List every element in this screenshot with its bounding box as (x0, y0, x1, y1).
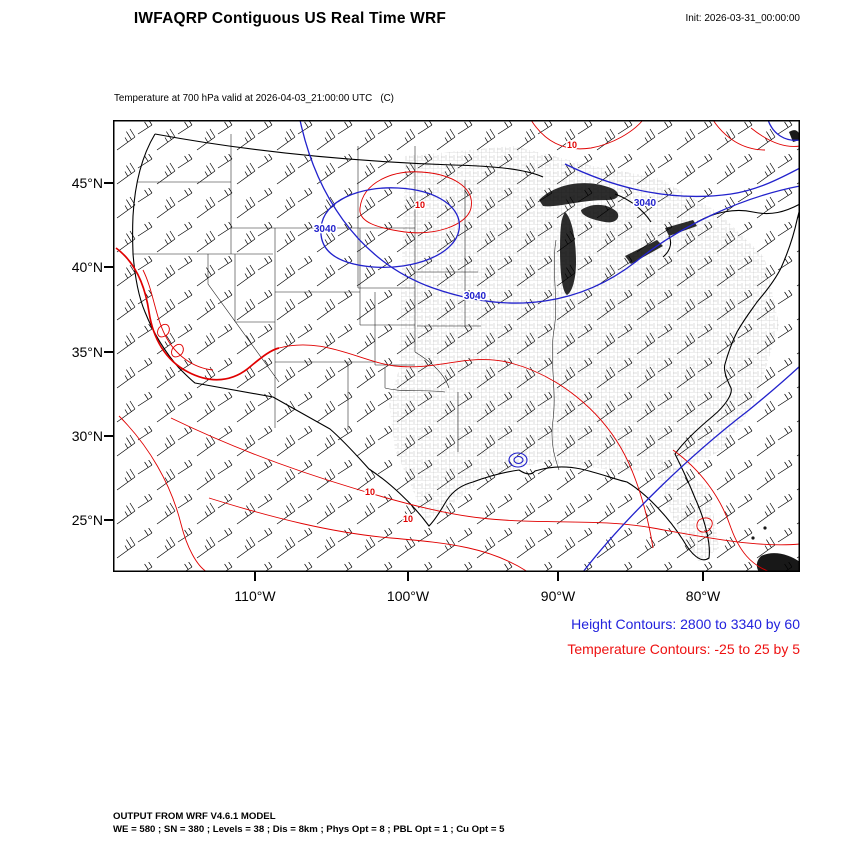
height-contour-label: 3040 (634, 198, 657, 209)
y-axis-tick (104, 266, 113, 268)
canada-border (154, 133, 800, 258)
temperature-contour-label: 10 (415, 200, 425, 210)
y-axis-label: 30°N (71, 428, 103, 444)
y-axis-tick (104, 435, 113, 437)
y-axis-tick (104, 182, 113, 184)
temperature-contours (115, 120, 800, 572)
init-timestamp: Init: 2026-03-31_00:00:00 (685, 13, 800, 24)
subtitle-temperature: Temperature at 700 hPa valid at 2026-04-… (114, 93, 394, 104)
model-footer: OUTPUT FROM WRF V4.6.1 MODEL WE = 580 ; … (113, 810, 504, 836)
islands (751, 130, 800, 572)
temperature-contour-label: 10 (403, 514, 413, 524)
model-footer-line1: OUTPUT FROM WRF V4.6.1 MODEL (113, 811, 276, 822)
nova-scotia (789, 130, 800, 142)
x-axis-label: 100°W (386, 588, 430, 604)
y-axis-label: 35°N (71, 344, 103, 360)
y-axis-label: 25°N (71, 512, 103, 528)
y-axis-tick (104, 519, 113, 521)
x-axis-tick (702, 572, 704, 581)
map-panel: 3040 3040 3040 10 10 10 10 (113, 120, 800, 572)
weather-map: 3040 3040 3040 10 10 10 10 (113, 120, 800, 572)
x-axis-tick (557, 572, 559, 581)
x-axis-label: 80°W (685, 588, 721, 604)
y-axis-label: 45°N (71, 175, 103, 191)
height-contour-label: 3040 (314, 224, 337, 235)
height-contour-label: 3040 (464, 291, 487, 302)
temperature-contour-label: 10 (567, 140, 577, 150)
height-contours-legend: Height Contours: 2800 to 3340 by 60 (571, 616, 800, 632)
state-boundaries (133, 134, 560, 471)
x-axis-tick (254, 572, 256, 581)
great-lakes (539, 183, 697, 295)
page-title: IWFAQRP Contiguous US Real Time WRF (133, 10, 447, 27)
temperature-contours-legend: Temperature Contours: -25 to 25 by 5 (567, 641, 800, 657)
y-axis-tick (104, 351, 113, 353)
x-axis-label: 110°W (234, 588, 276, 604)
contour-labels: 3040 3040 3040 10 10 10 10 (312, 139, 658, 526)
cuba (756, 553, 800, 572)
map-frame (113, 120, 800, 572)
temperature-contour-label: 10 (365, 487, 375, 497)
y-axis-label: 40°N (71, 259, 103, 275)
model-footer-line2: WE = 580 ; SN = 380 ; Levels = 38 ; Dis … (113, 824, 505, 835)
x-axis-label: 90°W (540, 588, 576, 604)
x-axis-tick (407, 572, 409, 581)
height-contours (299, 120, 800, 572)
